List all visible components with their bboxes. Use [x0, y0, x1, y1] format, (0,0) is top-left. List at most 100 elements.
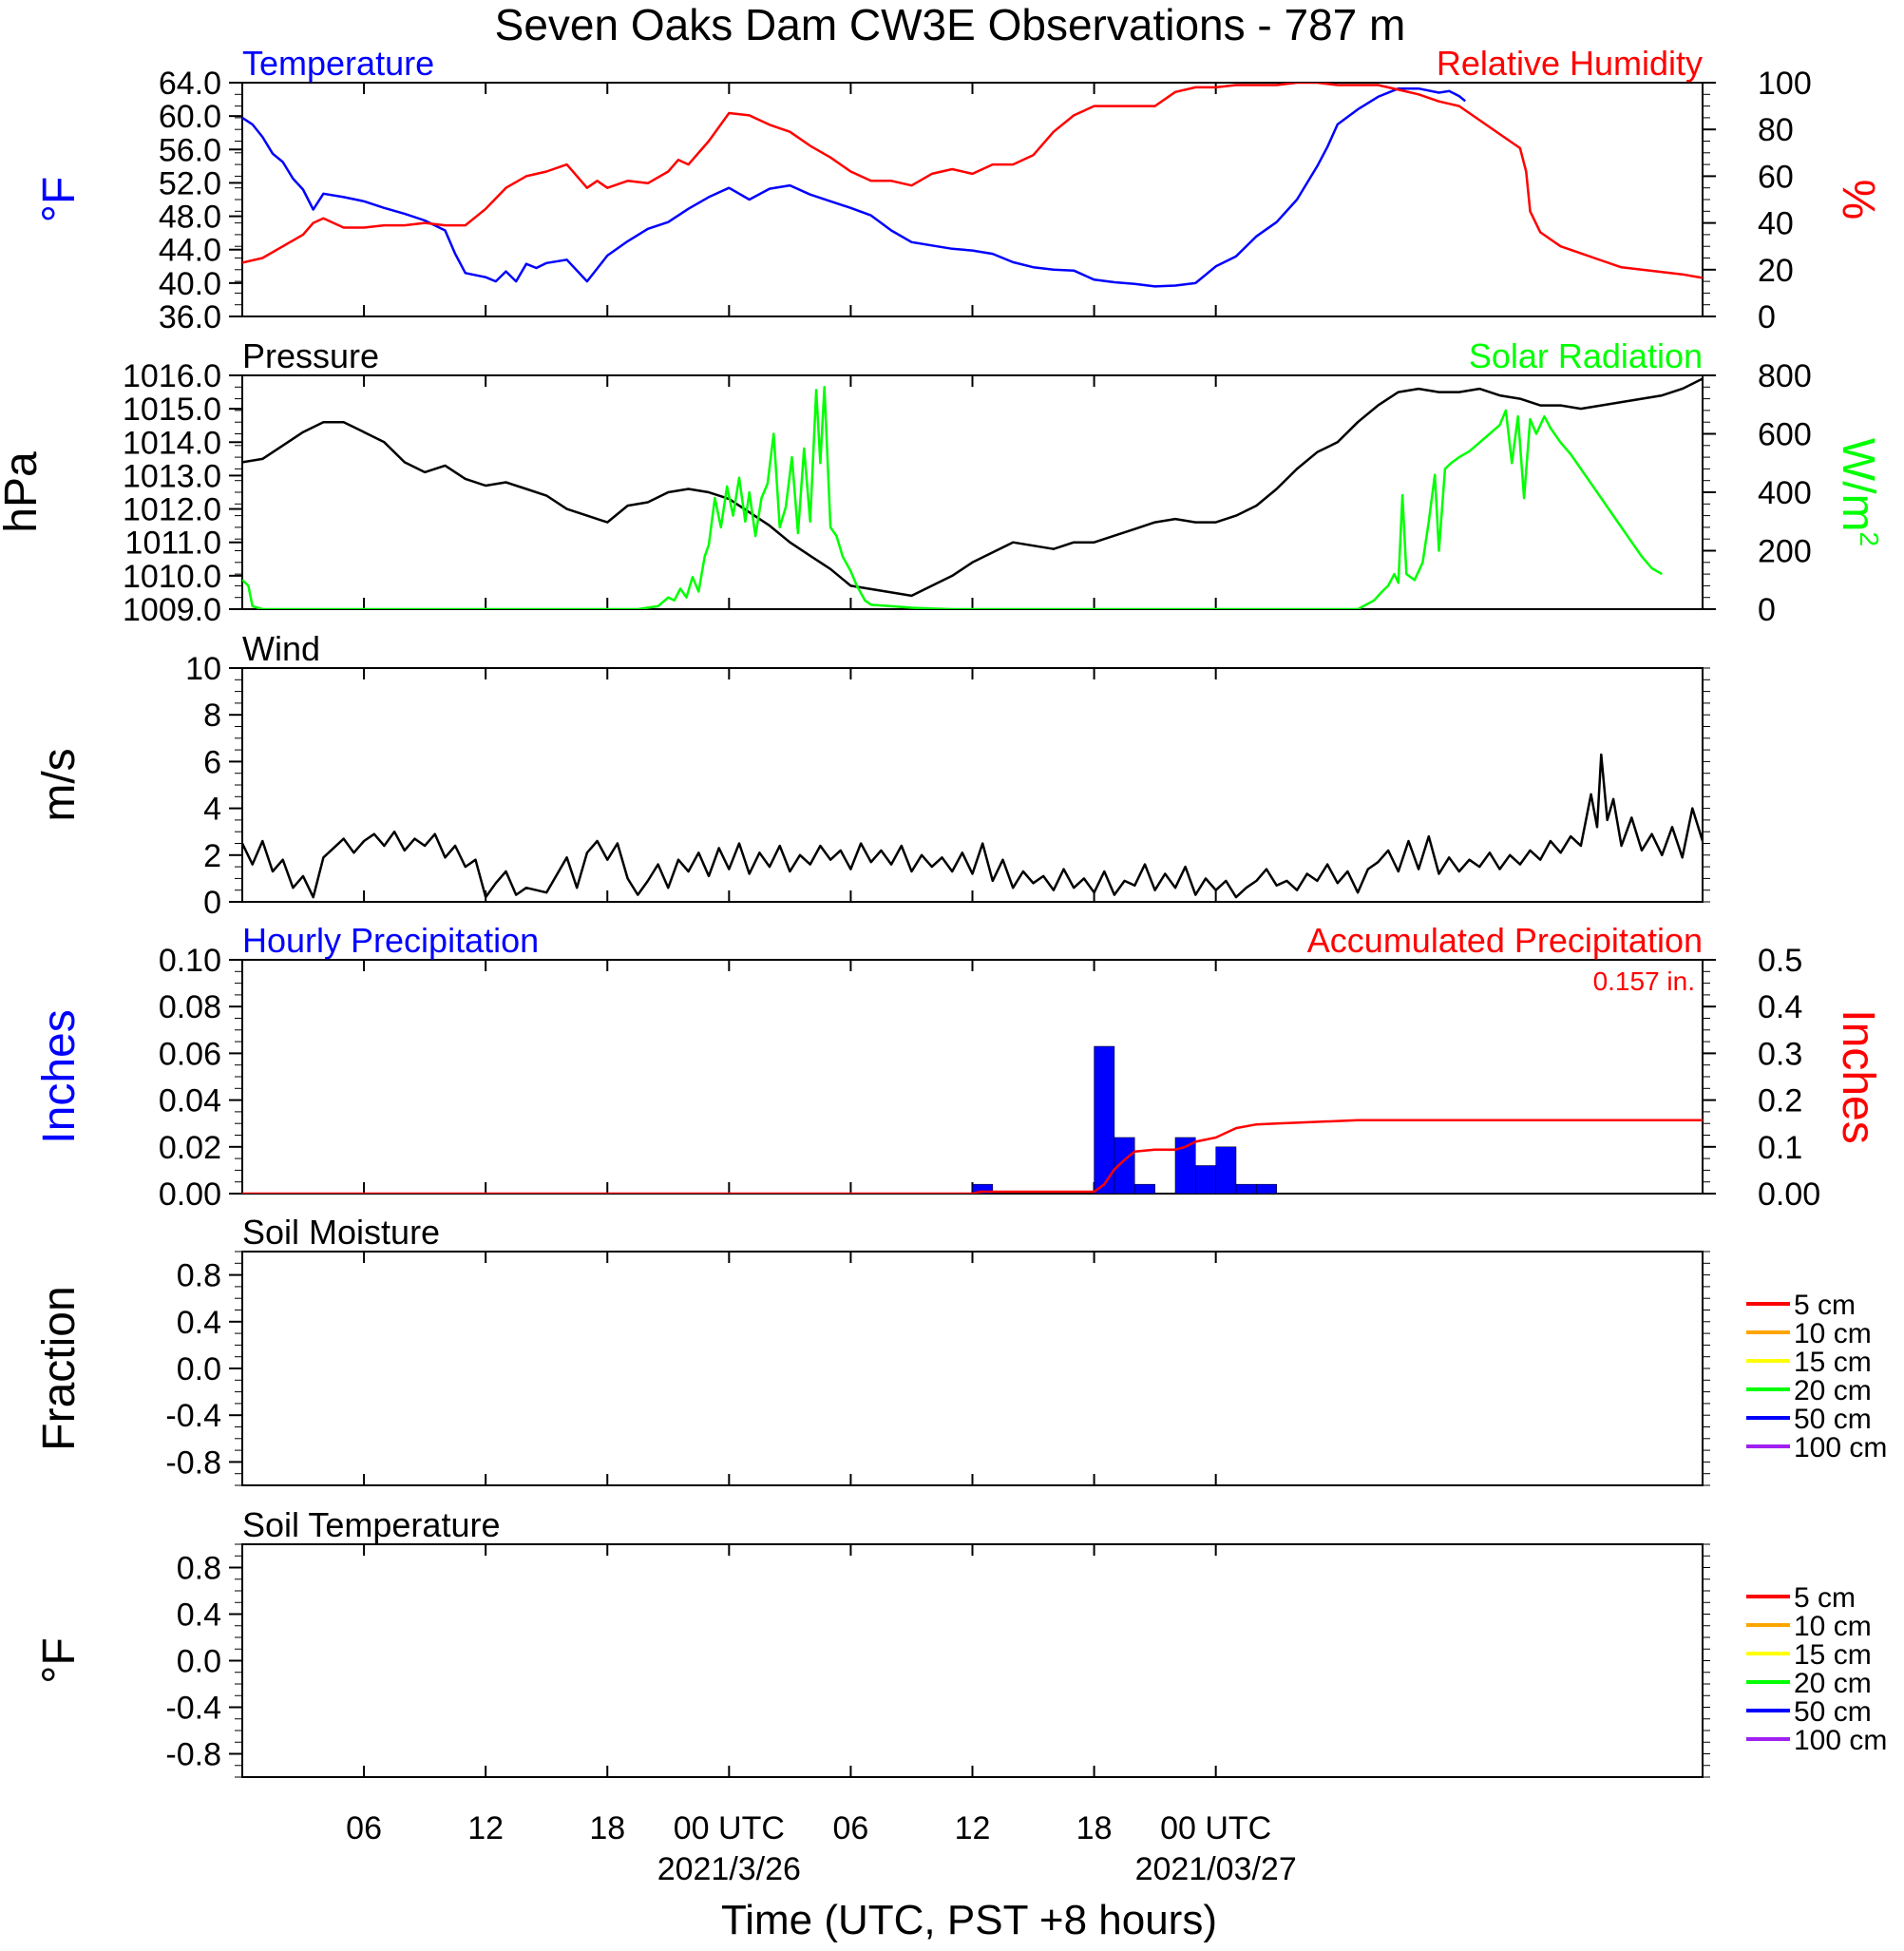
- left-tick-label: 0: [203, 885, 221, 921]
- panel-frame: [241, 667, 1704, 903]
- relative-humidity-line: [242, 83, 1703, 279]
- precip-bar: [1195, 1165, 1216, 1194]
- left-unit-label: m/s: [34, 748, 85, 821]
- precip-bar: [972, 1183, 994, 1194]
- chart-title: Seven Oaks Dam CW3E Observations - 787 m: [495, 0, 1406, 49]
- left-tick-label: 1016.0: [123, 358, 221, 394]
- panel-left-title: Wind: [242, 629, 320, 668]
- right-tick-label: 200: [1758, 534, 1812, 570]
- precip-bar: [1114, 1137, 1135, 1194]
- right-tick-label: 60: [1758, 159, 1794, 195]
- panel-frame: [241, 1251, 1704, 1486]
- left-tick-label: 1010.0: [123, 559, 221, 595]
- left-tick-label: 0.0: [177, 1351, 221, 1387]
- solar-radiation-line: [242, 386, 1663, 609]
- x-tick-label: 12: [955, 1810, 991, 1846]
- right-tick-label: 600: [1758, 417, 1812, 453]
- panel-frame: [241, 374, 1704, 610]
- left-tick-label: 0.8: [177, 1258, 221, 1294]
- plot-area: [242, 377, 1703, 609]
- precip-bar: [1134, 1183, 1155, 1194]
- x-date-label: 2021/03/27: [1135, 1851, 1297, 1887]
- panel-left-title: Hourly Precipitation: [242, 921, 539, 960]
- right-tick-label: 0.5: [1758, 943, 1802, 979]
- left-tick-label: 60.0: [159, 99, 221, 135]
- x-tick-label: 06: [346, 1810, 382, 1846]
- left-tick-label: 36.0: [159, 299, 221, 335]
- right-tick-label: 400: [1758, 475, 1812, 511]
- right-unit-label: Inches: [1833, 1009, 1883, 1143]
- left-tick-label: 0.4: [177, 1305, 221, 1341]
- panel-precipitation: 0.10 0.08 0.06 0.04 0.02 0.00 0.5 0.4 0.3 0.2 0.1 0…: [34, 921, 1883, 1213]
- time-axis: 06 12 18 00 UTC 2021/3/26 06 12 18 00 UTC 2021/03…: [346, 1810, 1297, 1887]
- legend-label: 15 cm: [1794, 1347, 1872, 1378]
- panel-frame: [241, 959, 1704, 1195]
- left-tick-label: 0.0: [177, 1644, 221, 1680]
- panel-left-title: Pressure: [242, 336, 379, 375]
- left-tick-label: 52.0: [159, 165, 221, 201]
- left-unit-label: Fraction: [34, 1286, 85, 1450]
- left-unit-label: Inches: [34, 1009, 85, 1143]
- legend-label: 15 cm: [1794, 1639, 1872, 1671]
- left-tick-label: 64.0: [159, 66, 221, 102]
- right-tick-label: 100: [1758, 66, 1812, 102]
- x-tick-label: 00 UTC: [1160, 1810, 1271, 1846]
- left-tick-label: 6: [203, 744, 221, 780]
- panel-frame: [241, 82, 1704, 317]
- left-tick-label: 56.0: [159, 132, 221, 168]
- plot-area: [242, 83, 1703, 288]
- left-tick-label: 0.08: [159, 989, 221, 1025]
- left-unit-label: hPa: [0, 451, 47, 533]
- right-tick-label: 40: [1758, 206, 1794, 242]
- left-tick-label: 4: [203, 792, 221, 828]
- left-tick-label: 0.06: [159, 1036, 221, 1072]
- left-tick-label: 0.10: [159, 943, 221, 979]
- temperature-line: [242, 86, 1466, 288]
- right-tick-label: 0.1: [1758, 1130, 1802, 1166]
- x-tick-label: 18: [589, 1810, 625, 1846]
- left-tick-label: -0.8: [165, 1737, 221, 1773]
- plot-area: [242, 753, 1703, 899]
- left-tick-label: 0.4: [177, 1597, 221, 1634]
- x-tick-label: 06: [833, 1810, 869, 1846]
- panel-right-title: Solar Radiation: [1469, 336, 1703, 375]
- legend-label: 100 cm: [1794, 1432, 1887, 1463]
- left-tick-label: 1009.0: [123, 592, 221, 628]
- legend-label: 20 cm: [1794, 1375, 1872, 1406]
- left-tick-label: 40.0: [159, 266, 221, 302]
- left-tick-label: -0.8: [165, 1444, 221, 1481]
- right-tick-label: 80: [1758, 112, 1794, 148]
- right-unit-label: W/m2: [1833, 438, 1884, 546]
- right-tick-label: 0: [1758, 592, 1776, 628]
- left-tick-label: 0.02: [159, 1130, 221, 1166]
- right-tick-label: 800: [1758, 358, 1812, 394]
- panel-pressure-solar: 1016.01015.01014.01013.01012.01011.01010…: [0, 336, 1884, 628]
- right-tick-label: 0.00: [1758, 1176, 1820, 1213]
- right-tick-label: 0.3: [1758, 1036, 1802, 1072]
- panel-wind: 10 8 6 4 2 0 Wind m/s: [34, 629, 1710, 921]
- legend-label: 10 cm: [1794, 1611, 1872, 1642]
- left-tick-label: 44.0: [159, 233, 221, 269]
- x-tick-label: 12: [467, 1810, 504, 1846]
- x-axis-label: Time (UTC, PST +8 hours): [721, 1897, 1217, 1943]
- left-tick-label: 8: [203, 698, 221, 734]
- left-unit-label: °F: [34, 1637, 85, 1684]
- panel-left-title: Temperature: [242, 44, 434, 83]
- legend-label: 20 cm: [1794, 1668, 1872, 1699]
- pressure-line: [242, 377, 1703, 598]
- plot-area: [242, 1045, 1703, 1194]
- precip-bar: [1094, 1045, 1115, 1194]
- x-date-label: 2021/3/26: [657, 1851, 801, 1887]
- panel-left-title: Soil Temperature: [242, 1505, 500, 1544]
- precip-bar: [1235, 1183, 1257, 1194]
- panel-right-title: Relative Humidity: [1437, 44, 1703, 83]
- right-tick-label: 20: [1758, 253, 1794, 289]
- x-tick-label: 18: [1076, 1810, 1113, 1846]
- panel-frame: [241, 1543, 1704, 1778]
- precip-bar: [1256, 1183, 1277, 1194]
- left-tick-label: 1015.0: [123, 392, 221, 428]
- left-tick-label: 0.04: [159, 1083, 221, 1119]
- legend-label: 5 cm: [1794, 1290, 1856, 1321]
